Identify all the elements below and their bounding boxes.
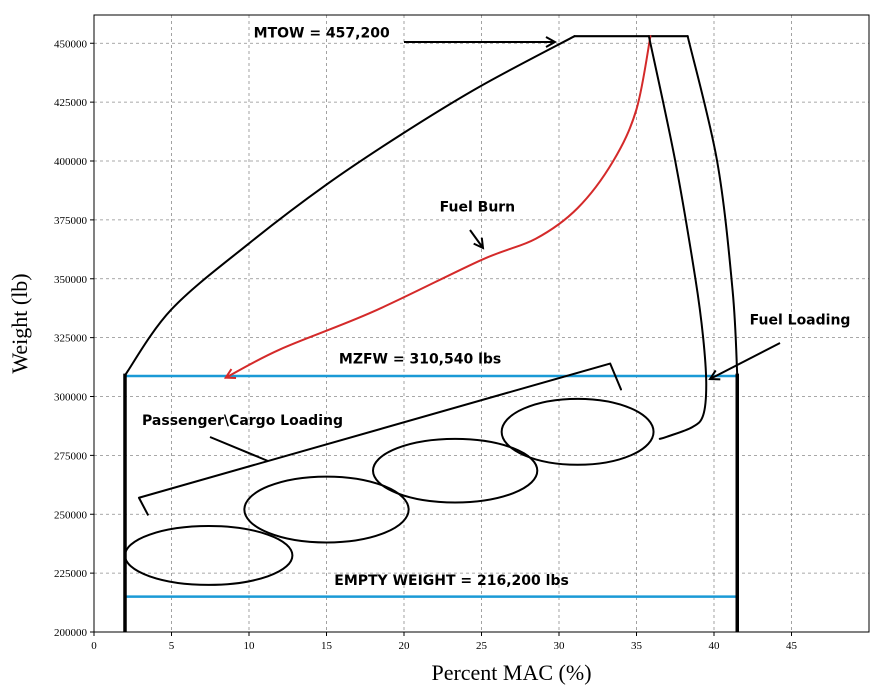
x-tick-label: 0 [91, 640, 97, 652]
x-tick-label: 5 [169, 640, 175, 652]
y-tick-label: 425000 [54, 97, 88, 109]
x-tick-label: 25 [476, 640, 488, 652]
x-tick-label: 30 [554, 640, 566, 652]
y-axis-label: Weight (lb) [7, 273, 32, 373]
loading-ellipse [243, 475, 410, 544]
tick-labels: 0 5 10 15 20 25 30 35 40 45 200000 225000 250000 2750… [54, 38, 798, 652]
annotations: MTOW = 457,200 Fuel Burn Fuel Loading MZFW … [142, 25, 850, 589]
y-tick-label: 275000 [54, 450, 88, 462]
x-tick-label: 40 [709, 640, 721, 652]
series-fuel-loading [647, 35, 708, 440]
series-envelope-left [124, 35, 576, 377]
y-tick-label: 350000 [54, 274, 88, 286]
annotation-label: MTOW = 457,200 [254, 25, 390, 41]
x-axis-label: Percent MAC (%) [431, 660, 591, 685]
passenger-label-leader [209, 436, 269, 462]
x-tick-label: 15 [321, 640, 333, 652]
passenger-loading-hook [138, 497, 150, 516]
series-envelope-right [686, 35, 739, 377]
fuel-loading-arrow [710, 342, 781, 379]
y-tick-label: 400000 [54, 156, 88, 168]
y-tick-label: 225000 [54, 568, 88, 580]
x-tick-label: 35 [631, 640, 643, 652]
y-tick-label: 300000 [54, 392, 88, 404]
x-tick-label: 20 [399, 640, 411, 652]
y-tick-label: 450000 [54, 38, 88, 50]
loading-ellipse [372, 437, 539, 504]
loading-ellipse [124, 525, 294, 586]
x-tick-label: 10 [244, 640, 256, 652]
y-tick-label: 375000 [54, 215, 88, 227]
y-tick-label: 250000 [54, 509, 88, 521]
y-tick-label: 325000 [54, 333, 88, 345]
annotation-label: Fuel Loading [750, 313, 851, 329]
annotation-label: EMPTY WEIGHT = 216,200 lbs [334, 573, 569, 589]
series-fuel-burn [226, 35, 652, 377]
x-tick-label: 45 [786, 640, 798, 652]
annotation-label: MZFW = 310,540 lbs [339, 352, 501, 368]
annotation-label: Passenger\Cargo Loading [142, 413, 343, 429]
loading-ellipse [500, 397, 655, 466]
series-passenger-cargo-loading [137, 362, 622, 499]
y-tick-label: 200000 [54, 627, 88, 639]
annotation-label: Fuel Burn [440, 200, 516, 216]
plot-area [123, 35, 781, 632]
fuel-burn-arrow [469, 229, 483, 248]
